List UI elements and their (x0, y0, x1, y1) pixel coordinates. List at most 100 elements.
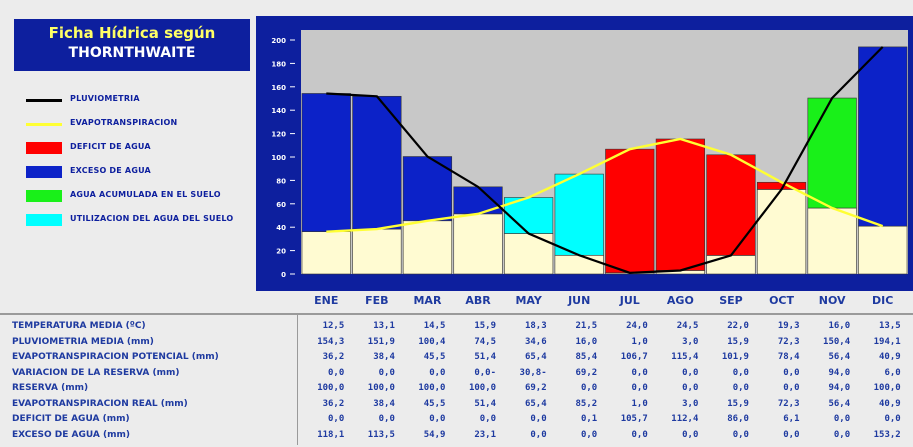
table-cell: 15,9 (727, 398, 749, 409)
table-cell: 118,1 (317, 429, 345, 440)
table-row-label: PLUVIOMETRIA MEDIA (mm) (12, 336, 154, 347)
table-cell: 0,0 (884, 414, 901, 424)
month-label: JUN (568, 294, 591, 307)
table-cell: 100,0 (317, 383, 345, 393)
table-row-label: EVAPOTRANSPIRACION REAL (mm) (12, 398, 188, 409)
month-label: OCT (769, 294, 794, 307)
legend-label-pluvio: PLUVIOMETRIA (70, 94, 140, 103)
y-tick-label: 60 (276, 201, 286, 209)
table-cell: 15,9 (474, 321, 497, 331)
table-cell: 51,4 (474, 352, 497, 362)
table-cell: 0,0 (530, 414, 547, 424)
bar-base (858, 225, 908, 275)
y-tick-label: 200 (271, 37, 286, 45)
table-cell: 56,4 (828, 352, 851, 362)
legend-label-evapo: EVAPOTRANSPIRACION (70, 118, 178, 127)
table-cell: 1,0 (631, 336, 648, 347)
table-cell: 100,0 (468, 383, 497, 393)
table-cell: 86,0 (727, 414, 749, 424)
chart-title-line2: THORNTHWAITE (68, 45, 196, 61)
table-cell: 6,1 (783, 414, 800, 424)
month-label: AGO (666, 294, 694, 307)
legend-swatch-deficit (26, 142, 62, 154)
table-cell: 0,0 (783, 429, 800, 440)
y-tick-label: 40 (276, 224, 286, 232)
table-cell: 30,8- (519, 367, 547, 378)
table-cell: 0,0 (580, 383, 598, 393)
table-cell: 112,4 (671, 414, 699, 424)
bar-upper (655, 138, 705, 271)
table-cell: 3,0 (682, 398, 699, 409)
y-tick-label: 160 (271, 84, 286, 92)
bar-base (706, 255, 756, 275)
table-cell: 0,0 (682, 367, 699, 378)
table-cell: 0,0 (833, 414, 851, 424)
table-cell: 38,4 (373, 352, 395, 362)
table-cell: 0,0 (631, 429, 648, 440)
table-cell: 105,7 (620, 414, 648, 424)
month-label: SEP (719, 294, 743, 307)
table-cell: 0,0 (328, 367, 345, 378)
bar-upper (807, 97, 857, 209)
table-cell: 16,0 (575, 336, 598, 347)
table-cell: 113,5 (367, 429, 395, 440)
table-cell: 3,0 (682, 336, 699, 347)
table-cell: 0,0 (682, 429, 699, 440)
table-cell: 72,3 (777, 336, 800, 347)
y-tick-label: 100 (271, 154, 286, 162)
table-cell: 18,3 (524, 321, 547, 331)
table-cell: 94,0 (828, 383, 851, 393)
table-cell: 19,3 (777, 321, 800, 331)
table-row-label: VARIACION DE LA RESERVA (mm) (12, 367, 180, 378)
y-tick-label: 20 (276, 248, 286, 256)
table-cell: 100,0 (418, 383, 446, 393)
table-cell: 0,0 (429, 367, 446, 378)
table-cell: 0,0 (833, 429, 851, 440)
table-cell: 14,5 (423, 321, 446, 331)
table-cell: 106,7 (620, 352, 648, 362)
table-row-label: TEMPERATURA MEDIA (ºC) (12, 321, 146, 331)
table-cell: 40,9 (879, 352, 901, 362)
month-label: MAY (515, 294, 542, 307)
bar-base (402, 220, 453, 275)
water-balance-chart: 0 20 40 60 80 100 120 140 160 180 200 (256, 16, 913, 291)
table-cell: 0,0 (732, 429, 749, 440)
table-cell: 151,9 (367, 336, 395, 347)
table-cell: 38,4 (373, 398, 395, 409)
table-cell: 0,0 (378, 414, 395, 424)
table-cell: 0,0 (479, 414, 497, 424)
table-cell: 1,0 (631, 398, 648, 409)
y-tick-label: 80 (276, 177, 286, 185)
month-label: JUL (619, 294, 640, 307)
table-cell: 69,2 (575, 367, 598, 378)
table-cell: 85,4 (575, 352, 598, 362)
table-row-label: EXCESO DE AGUA (mm) (12, 429, 131, 440)
table-cell: 0,0 (732, 367, 749, 378)
table-cell: 65,4 (524, 398, 547, 409)
table-cell: 34,6 (524, 336, 547, 347)
month-label: DIC (872, 294, 894, 307)
table-cell: 24,5 (676, 321, 699, 331)
bar-base (352, 228, 402, 275)
table-cell: 115,4 (671, 352, 699, 362)
bar-upper (858, 46, 908, 227)
table-cell: 0,1 (580, 414, 598, 424)
table-cell: 0,0 (378, 367, 395, 378)
table-cell: 45,5 (423, 398, 446, 409)
table-cell: 194,1 (873, 336, 901, 347)
bar-base (453, 213, 503, 275)
table-cell: 12,5 (322, 321, 345, 331)
chart-title-line1: Ficha Hídrica según (48, 24, 216, 42)
y-tick-label: 180 (271, 60, 286, 68)
table-divider (297, 313, 298, 445)
month-label: MAR (413, 294, 442, 307)
table-cell: 0,0 (783, 367, 800, 378)
legend-swatch-utilizacion (26, 214, 62, 226)
y-tick-label: 0 (281, 271, 286, 279)
table-cell: 74,5 (474, 336, 497, 347)
bar-base (504, 233, 554, 275)
table-cell: 13,5 (879, 321, 901, 331)
table-cell: 154,3 (317, 336, 345, 347)
bar-base (807, 207, 857, 275)
